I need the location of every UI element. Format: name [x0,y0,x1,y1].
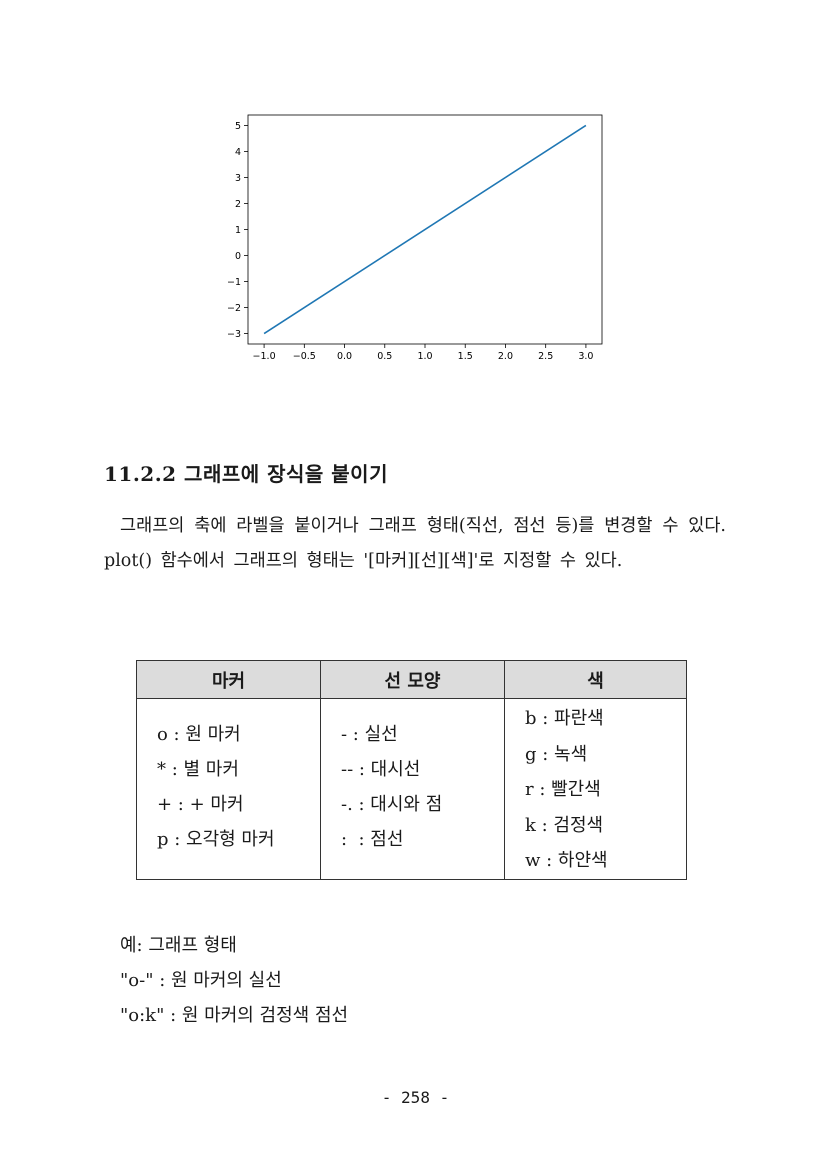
y-tick-label: 5 [235,121,241,132]
line-style-cell: - : 실선 -- : 대시선 -. : 대시와 점 : : 점선 [320,698,505,880]
x-tick-label: 2.0 [498,351,513,362]
list-item: o : 원 마커 [157,724,241,745]
y-tick-label: −1 [227,277,241,288]
marker-cell: o : 원 마커 * : 별 마커 + : + 마커 p : 오각형 마커 [136,698,321,880]
y-tick-label: 2 [235,199,241,210]
y-tick-label: 1 [235,225,241,236]
x-tick-label: −0.5 [293,351,316,362]
marker-list: o : 원 마커 * : 별 마커 + : + 마커 p : 오각형 마커 [157,717,320,857]
list-item: -- : 대시선 [341,759,421,780]
y-tick-label: 4 [235,147,241,158]
example-list: 예: 그래프 형태 "o-" : 원 마커의 실선 "o:k" : 원 마커의 … [120,928,348,1033]
y-tick-label: 3 [235,173,241,184]
y-tick-label: −2 [227,303,241,314]
x-tick-label: 3.0 [578,351,593,362]
x-tick-label: −1.0 [253,351,276,362]
list-item: g : 녹색 [525,743,588,765]
list-item: p : 오각형 마커 [157,829,275,850]
x-tick-label: 1.0 [417,351,432,362]
list-item: r : 빨간색 [525,779,601,800]
list-item: k : 검정색 [525,814,604,836]
example-item: "o:k" : 원 마커의 검정색 점선 [120,1005,349,1026]
list-item: -. : 대시와 점 [341,794,443,815]
x-tick-label: 0.5 [377,351,392,362]
x-tick-label: 0.0 [337,351,352,362]
header-marker: 마커 [136,660,321,699]
body-paragraph: 그래프의 축에 라벨을 붙이거나 그래프 형태(직선, 점선 등)를 변경할 수… [104,516,726,571]
list-item: b : 파란색 [525,708,604,729]
list-item: - : 실선 [341,724,398,745]
color-list: b : 파란색 g : 녹색 r : 빨간색 k : 검정색 w : 하얀색 [525,701,686,879]
list-item: + : + 마커 [157,794,244,815]
header-line-style: 선 모양 [320,660,505,699]
list-item: * : 별 마커 [157,759,239,780]
y-tick-label: 0 [235,251,241,262]
table-row: o : 원 마커 * : 별 마커 + : + 마커 p : 오각형 마커 - … [136,698,687,880]
list-item: : : 점선 [341,829,404,850]
series-line [263,124,587,335]
x-tick-label: 2.5 [538,351,553,362]
section-heading: 11.2.2 그래프에 장식을 붙이기 [104,462,388,486]
page-number: - 258 - [381,1088,450,1107]
example-title: 예: 그래프 형태 [120,935,237,956]
format-table: 마커 선 모양 색 o : 원 마커 * : 별 마커 + : + 마커 p :… [136,660,687,880]
table-header-row: 마커 선 모양 색 [136,660,687,699]
chart-svg: −1.0 −0.5 0.0 0.5 1.0 1.5 2.0 2.5 3.0 5 4 3 2 1 0 −1 −2 −… [227,114,603,362]
x-tick-label: 1.5 [458,351,473,362]
line-chart: −1.0 −0.5 0.0 0.5 1.0 1.5 2.0 2.5 3.0 5 4 3 2 1 0 −1 −2 −… [225,112,610,374]
line-style-list: - : 실선 -- : 대시선 -. : 대시와 점 : : 점선 [341,717,504,857]
y-tick-label: −3 [227,329,241,340]
color-cell: b : 파란색 g : 녹색 r : 빨간색 k : 검정색 w : 하얀색 [504,698,687,880]
example-item: "o-" : 원 마커의 실선 [120,970,282,991]
list-item: w : 하얀색 [525,850,608,871]
header-color: 색 [504,660,687,699]
